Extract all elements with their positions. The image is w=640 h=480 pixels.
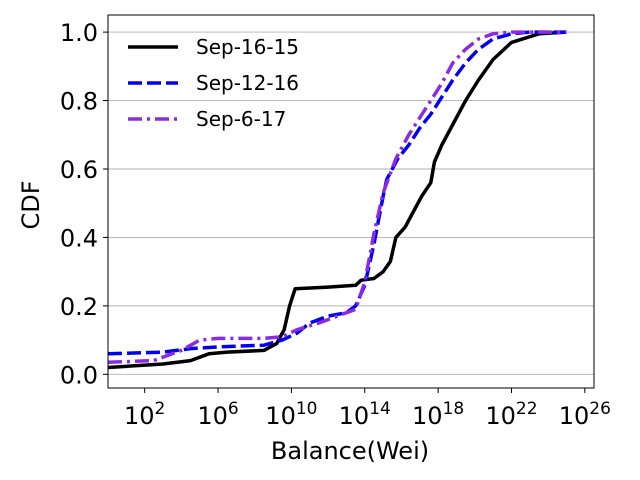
series-layer bbox=[107, 30, 567, 370]
x-tick-label-3: 1014 bbox=[339, 399, 391, 430]
axes-layer bbox=[107, 14, 595, 389]
x-tick-label-2: 1010 bbox=[265, 399, 317, 430]
y-tick-label-5: 1.0 bbox=[60, 19, 98, 47]
ticks-layer: 0.0 0.2 0.4 0.6 0.8 1.0 102 106 1010 1014 1018 1022… bbox=[60, 19, 611, 430]
x-axis-label: Balance(Wei) bbox=[271, 437, 429, 465]
series-line-2 bbox=[107, 30, 567, 365]
y-tick-label-1: 0.2 bbox=[60, 293, 98, 321]
legend-label-1: Sep-12-16 bbox=[196, 71, 299, 95]
legend-label-0: Sep-16-15 bbox=[196, 35, 299, 59]
grid-layer bbox=[108, 31, 594, 375]
y-axis-label: CDF bbox=[17, 180, 45, 229]
series-line-1 bbox=[107, 30, 567, 356]
x-tick-label-6: 1026 bbox=[559, 399, 611, 430]
plot-frame bbox=[107, 14, 595, 389]
y-tick-label-3: 0.6 bbox=[60, 156, 98, 184]
x-tick-label-1: 106 bbox=[197, 399, 238, 430]
legend: Sep-16-15 Sep-12-16 Sep-6-17 bbox=[128, 35, 299, 131]
series-line-0 bbox=[107, 30, 567, 370]
x-tick-label-5: 1022 bbox=[485, 399, 537, 430]
legend-label-2: Sep-6-17 bbox=[196, 107, 286, 131]
y-tick-label-0: 0.0 bbox=[60, 361, 98, 389]
y-tick-label-4: 0.8 bbox=[60, 88, 98, 116]
x-tick-label-0: 102 bbox=[124, 399, 165, 430]
x-tick-label-4: 1018 bbox=[412, 399, 464, 430]
y-tick-label-2: 0.4 bbox=[60, 224, 98, 252]
